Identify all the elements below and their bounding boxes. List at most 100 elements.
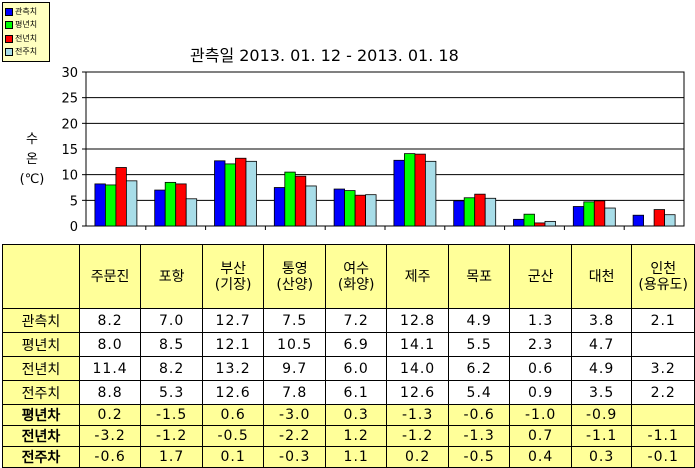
table-cell: 5.5 [447, 332, 511, 357]
bar [175, 183, 187, 227]
bar [403, 153, 416, 227]
column-header-line: (산양) [276, 276, 314, 293]
table-cell: 13.2 [201, 356, 265, 381]
table-cell: 5.3 [140, 380, 203, 405]
table-cell: 0.2 [78, 404, 142, 426]
row-label: 관측치 [2, 308, 80, 333]
bar [126, 180, 138, 227]
table-row: 전주차 -0.6 1.7 0.1 -0.3 1.1 0.2 -0.5 0.4 0.3 -0.1 [2, 446, 695, 468]
table-header-row: 주문진 포항 부산 (기장) 통영 (산양) 여수 (화양) 제주 목포 군산 대천 인천 (용유도) [2, 244, 695, 309]
bar [354, 194, 367, 227]
y-axis-label: 수 온 (℃) [12, 130, 52, 190]
table-cell: 9.7 [263, 356, 326, 381]
legend-label: 전주치 [15, 47, 38, 57]
row-label: 전년차 [2, 425, 80, 447]
legend-item: 전년치 [5, 32, 47, 46]
column-header: 군산 [509, 244, 572, 309]
column-header-line: 주문진 [90, 268, 130, 285]
bar [544, 220, 556, 227]
table-cell: 4.9 [447, 308, 511, 333]
column-header-line: 인천 [650, 260, 677, 277]
table-row: 전년치 11.4 8.2 13.2 9.7 6.0 14.0 6.2 0.6 4.9 3.2 [2, 356, 695, 381]
bar [235, 157, 247, 227]
column-header-line: (용유도) [638, 276, 688, 293]
legend-swatch [5, 21, 13, 30]
table-cell: 3.2 [631, 356, 695, 381]
table-cell: -1.1 [570, 425, 633, 447]
table-cell: 0.2 [386, 446, 449, 468]
y-axis-label-line: 수 [26, 132, 38, 147]
bar [583, 201, 595, 227]
bar-chart: 0 5 10 15 20 25 30 [61, 66, 685, 235]
bar [604, 207, 616, 227]
table-cell: -0.9 [570, 404, 633, 426]
bar [513, 218, 525, 227]
table-cell: 3.8 [570, 308, 633, 333]
legend-swatch [5, 34, 13, 43]
table-cell: 4.9 [570, 356, 633, 381]
table-cell: 2.3 [509, 332, 572, 357]
table-row: 전주치 8.8 5.3 12.6 7.8 6.1 12.6 5.4 0.9 3.5 2.2 [2, 380, 695, 405]
data-table: 주문진 포항 부산 (기장) 통영 (산양) 여수 (화양) 제주 목포 군산 대천 인천 (용유도) 관측… [2, 244, 695, 468]
table-cell: -0.3 [263, 446, 326, 468]
column-header: 통영 (산양) [263, 244, 326, 309]
chart-title: 관측일 2013. 01. 12 - 2013. 01. 18 [190, 46, 459, 65]
column-header-line: 목포 [466, 268, 493, 285]
column-header: 부산 (기장) [201, 244, 265, 309]
row-label: 평년차 [2, 404, 80, 426]
bar [294, 175, 307, 227]
table-cell: 12.6 [201, 380, 265, 405]
table-cell: 4.7 [570, 332, 633, 357]
bar [523, 213, 535, 227]
table-cell: 2.2 [631, 380, 695, 405]
table-cell: 11.4 [78, 356, 142, 381]
table-cell: 8.2 [78, 308, 142, 333]
legend-item: 평년치 [5, 19, 47, 33]
y-axis-label-line: 온 [26, 152, 38, 167]
table-row: 평년치 8.0 8.5 12.1 10.5 6.9 14.1 5.5 2.3 4.7 [2, 332, 695, 357]
table-cell: -0.5 [201, 425, 265, 447]
table-cell: 6.9 [324, 332, 388, 357]
bar [164, 181, 177, 227]
table-corner-cell [2, 244, 80, 309]
table-row: 관측치 8.2 7.0 12.7 7.5 7.2 12.8 4.9 1.3 3.8 2.1 [2, 308, 695, 333]
column-header-line: 부산 [220, 260, 247, 277]
column-header-line: (화양) [337, 276, 375, 293]
bar [344, 190, 356, 227]
column-header: 주문진 [78, 244, 142, 309]
legend: 관측치 평년치 전년치 전주치 [2, 2, 50, 62]
table-cell: 10.5 [263, 332, 326, 357]
row-label: 전주치 [2, 380, 80, 405]
table-cell: 1.7 [140, 446, 203, 468]
table-cell: 12.7 [201, 308, 265, 333]
y-tick-label: 10 [61, 169, 78, 184]
table-cell: 0.6 [201, 404, 265, 426]
legend-item: 전주치 [5, 46, 47, 60]
bar [424, 160, 437, 227]
table-cell: -0.5 [447, 446, 511, 468]
bar [305, 185, 317, 227]
bar [154, 189, 166, 227]
table-cell: -1.2 [140, 425, 203, 447]
bar [284, 171, 296, 227]
y-tick-label: 15 [61, 143, 78, 158]
y-axis-label-line: (℃) [19, 172, 45, 187]
bar [632, 214, 644, 227]
column-header-line: 대천 [588, 268, 615, 285]
table-cell: -1.3 [386, 404, 449, 426]
column-header-line: 여수 [343, 260, 370, 277]
table-cell: 0.3 [570, 446, 633, 468]
column-header: 목포 [447, 244, 511, 309]
column-header-line: 군산 [527, 268, 554, 285]
legend-label: 전년치 [15, 33, 38, 43]
y-tick-label: 25 [61, 92, 78, 107]
table-cell: 6.1 [324, 380, 388, 405]
column-header: 인천 (용유도) [631, 244, 695, 309]
bar [214, 160, 226, 227]
table-cell: 14.1 [386, 332, 449, 357]
legend-label: 관측치 [15, 6, 38, 16]
table-cell: -1.0 [509, 404, 572, 426]
y-tick-label: 20 [61, 117, 78, 132]
bar [365, 194, 377, 227]
table-cell: -1.2 [386, 425, 449, 447]
